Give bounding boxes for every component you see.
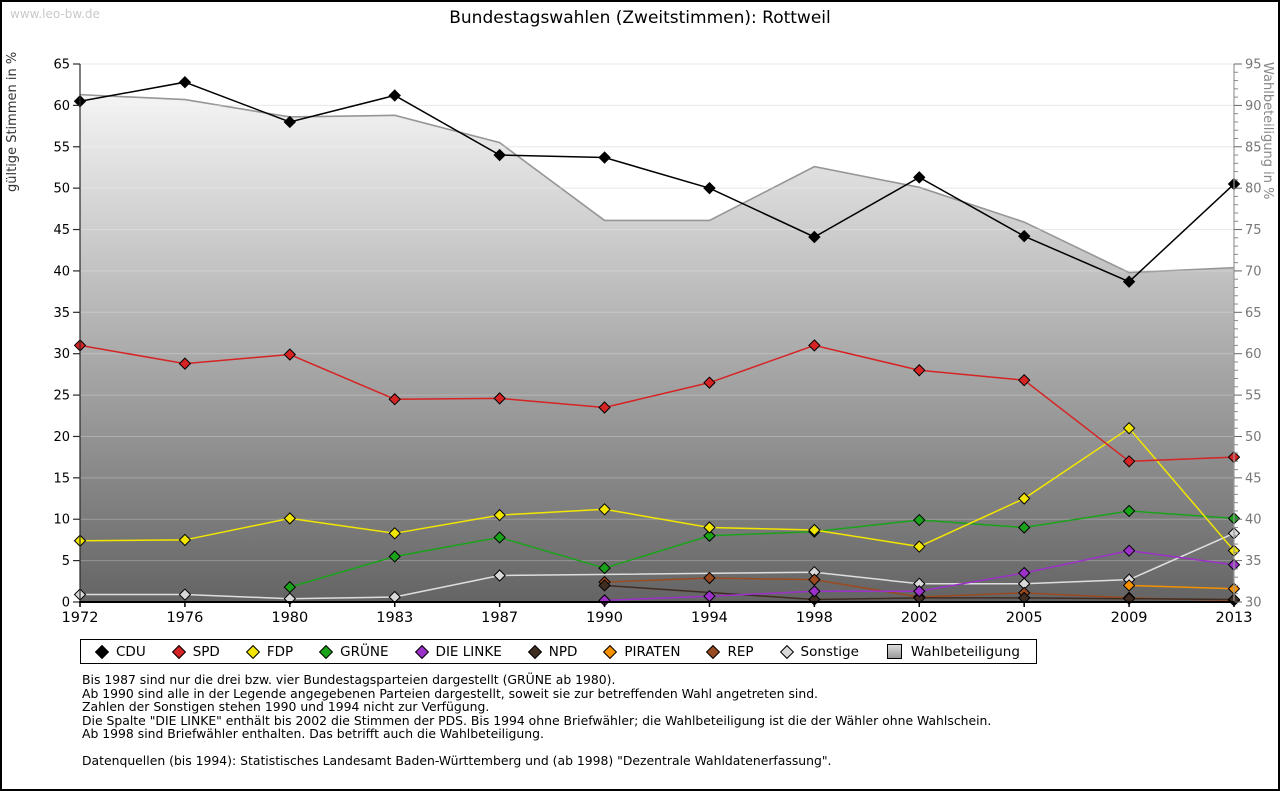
- legend-label: GRÜNE: [340, 643, 389, 660]
- svg-text:65: 65: [1245, 306, 1262, 321]
- svg-text:45: 45: [1245, 471, 1262, 486]
- legend-item-cdu: CDU: [94, 643, 146, 660]
- svg-text:40: 40: [1245, 513, 1262, 528]
- footnote-line: Ab 1990 sind alle in der Legende angegeb…: [82, 685, 818, 701]
- footnote-line: Bis 1987 sind nur die drei bzw. vier Bun…: [82, 672, 616, 687]
- legend-item-spd: SPD: [171, 643, 220, 660]
- legend-item-piraten: PIRATEN: [603, 643, 681, 660]
- legend-item-sonstige: Sonstige: [779, 643, 859, 660]
- svg-text:1980: 1980: [271, 610, 308, 626]
- diamond-swatch-icon: [319, 644, 334, 659]
- svg-text:65: 65: [53, 58, 70, 73]
- svg-text:30: 30: [53, 347, 70, 362]
- diamond-swatch-icon: [779, 644, 794, 659]
- svg-text:25: 25: [53, 389, 70, 404]
- footnote-line: Zahlen der Sonstigen stehen 1990 und 199…: [82, 699, 490, 714]
- right-axis-title: Wahlbeteiligung in %: [1260, 62, 1275, 199]
- legend-item-rep: REP: [706, 643, 754, 660]
- area-swatch-icon: [886, 644, 902, 659]
- legend-label: FDP: [266, 643, 294, 660]
- legend: CDU SPD FDP GRÜNE DIE LINKE NPD PIRATEN REP Sons…: [80, 639, 1037, 664]
- legend-item-die-linke: DIE LINKE: [414, 643, 502, 660]
- svg-text:1987: 1987: [481, 610, 518, 626]
- legend-label: PIRATEN: [624, 643, 681, 660]
- svg-text:0: 0: [62, 596, 70, 611]
- diamond-swatch-icon: [245, 644, 260, 659]
- footnote-line: Ab 1998 sind Briefwähler enthalten. Das …: [82, 726, 544, 741]
- series-wahlbeteiligung-area: [79, 63, 1235, 602]
- legend-item-npd: NPD: [527, 643, 578, 660]
- svg-text:50: 50: [53, 182, 70, 197]
- svg-text:75: 75: [1245, 223, 1262, 238]
- axes: 0 5 10 15 20 25 30 35 40 45 50 55 60 65 30 35 40 45 50 55 60…: [5, 52, 1275, 626]
- svg-text:2013: 2013: [1216, 610, 1253, 626]
- svg-text:80: 80: [1245, 182, 1262, 197]
- footnotes: Bis 1987 sind nur die drei bzw. vier Bun…: [82, 673, 991, 767]
- series-die-linke: [598, 544, 1241, 607]
- svg-text:10: 10: [53, 513, 70, 528]
- svg-text:2005: 2005: [1006, 610, 1043, 626]
- watermark: www.leo-bw.de: [10, 7, 100, 21]
- diamond-swatch-icon: [94, 644, 110, 659]
- series-gr-ne: [283, 504, 1241, 594]
- diamond-swatch-icon: [603, 644, 618, 659]
- svg-text:20: 20: [53, 430, 70, 445]
- svg-text:60: 60: [53, 99, 70, 114]
- svg-text:55: 55: [53, 140, 70, 155]
- svg-text:35: 35: [53, 306, 70, 321]
- svg-text:40: 40: [53, 264, 70, 279]
- svg-text:90: 90: [1245, 99, 1262, 114]
- diamond-swatch-icon: [171, 644, 186, 659]
- svg-text:70: 70: [1245, 264, 1262, 279]
- election-line-chart: 0 5 10 15 20 25 30 35 40 45 50 55 60 65 30 35 40 45 50 55 60…: [5, 52, 1275, 626]
- page-title: Bundestagswahlen (Zweitstimmen): Rottwei…: [449, 8, 831, 28]
- svg-text:95: 95: [1245, 58, 1262, 73]
- data-source-note: Datenquellen (bis 1994): Statistisches L…: [82, 752, 832, 768]
- legend-label: SPD: [192, 643, 220, 660]
- legend-label: Sonstige: [800, 643, 859, 660]
- svg-text:1972: 1972: [62, 610, 99, 626]
- svg-text:55: 55: [1245, 389, 1262, 404]
- legend-label: DIE LINKE: [435, 643, 502, 660]
- svg-text:45: 45: [53, 223, 70, 238]
- svg-text:5: 5: [62, 554, 70, 569]
- svg-text:1994: 1994: [691, 610, 728, 626]
- svg-text:30: 30: [1245, 596, 1262, 611]
- legend-item-wahlbeteiligung: Wahlbeteiligung: [886, 643, 1020, 660]
- diamond-swatch-icon: [527, 644, 542, 659]
- legend-label: REP: [727, 643, 754, 660]
- legend-item-gr-ne: GRÜNE: [319, 643, 389, 660]
- legend-label: NPD: [548, 643, 578, 660]
- left-axis-title: gültige Stimmen in %: [5, 52, 20, 192]
- svg-text:35: 35: [1245, 554, 1262, 569]
- svg-text:2009: 2009: [1111, 610, 1148, 626]
- svg-text:15: 15: [53, 471, 70, 486]
- svg-text:1983: 1983: [376, 610, 413, 626]
- footnote-line: Die Spalte "DIE LINKE" enthält bis 2002 …: [82, 712, 992, 728]
- legend-label: CDU: [116, 643, 146, 660]
- svg-text:50: 50: [1245, 430, 1262, 445]
- diamond-swatch-icon: [414, 644, 429, 659]
- svg-text:1990: 1990: [586, 610, 623, 626]
- svg-text:60: 60: [1245, 347, 1262, 362]
- diamond-swatch-icon: [706, 644, 721, 659]
- legend-label: Wahlbeteiligung: [910, 643, 1020, 660]
- legend-item-fdp: FDP: [245, 643, 294, 660]
- svg-text:1976: 1976: [166, 610, 203, 626]
- svg-text:2002: 2002: [901, 610, 938, 626]
- svg-text:1998: 1998: [796, 610, 833, 626]
- svg-text:85: 85: [1245, 140, 1262, 155]
